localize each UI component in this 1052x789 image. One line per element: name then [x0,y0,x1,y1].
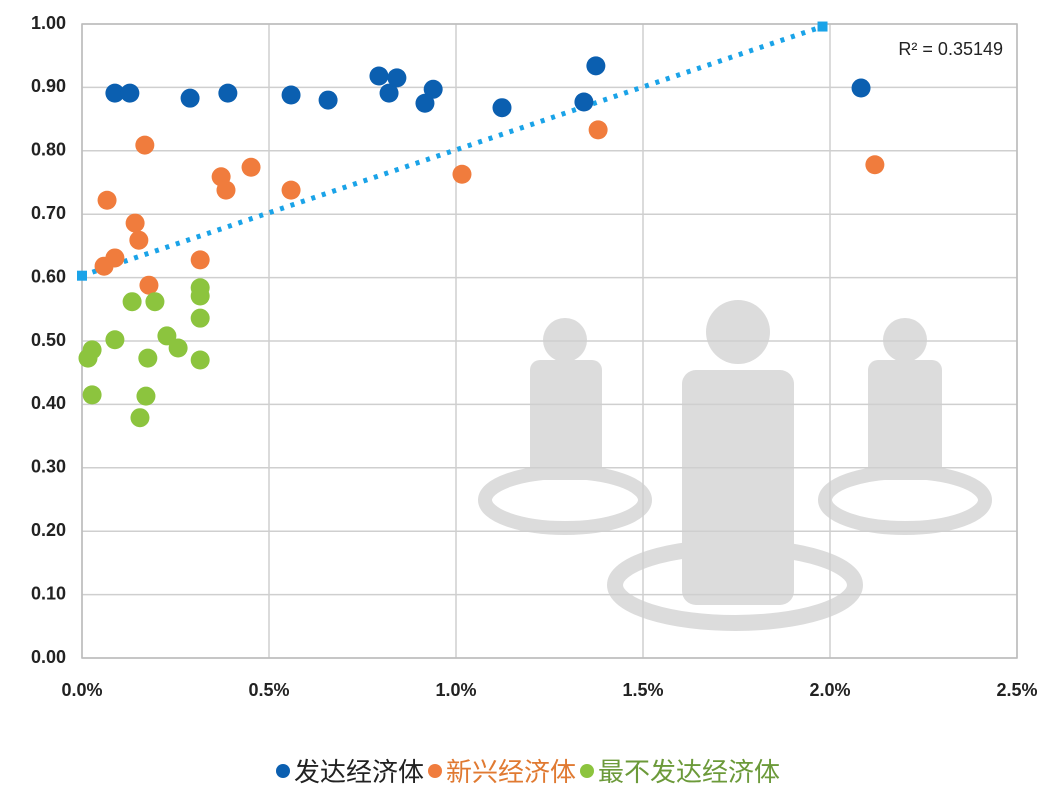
x-tick-label: 1.0% [435,680,476,700]
chart: 0.00 0.10 0.20 0.30 0.40 0.50 0.60 0.70 0.80 0.90… [31,13,1038,700]
point [379,83,399,103]
point [415,93,435,113]
x-tick-label: 0.5% [248,680,289,700]
y-tick-label: 0.40 [31,393,66,413]
point [387,68,407,88]
x-tick-label: 2.5% [996,680,1037,700]
r-squared-label: R² = 0.35149 [898,39,1003,59]
x-tick-label: 1.5% [622,680,663,700]
point [157,326,177,346]
point [281,180,301,200]
point [139,275,159,295]
point [216,180,236,200]
trendline-end [77,270,87,281]
point [281,85,301,105]
point [190,308,210,328]
y-tick-label: 0.60 [31,266,66,286]
point [105,248,125,268]
legend-label: 发达经济体 [293,758,424,787]
point [168,338,188,358]
legend: 发达经济体 新兴经济体 最不发达经济体 [0,752,1052,789]
point [97,190,117,210]
point [241,157,261,177]
point [190,250,210,270]
point [130,408,150,428]
point [125,213,145,233]
background-figures [478,300,992,631]
point [492,98,512,118]
point [180,88,200,108]
point [136,386,156,406]
plot-border [81,23,1018,659]
y-tick-label: 0.20 [31,520,66,540]
y-tick-label: 1.00 [31,13,66,33]
point [145,292,165,312]
x-tick-label: 2.0% [809,680,850,700]
legend-marker [275,763,290,778]
trendline [81,24,824,279]
point [588,120,608,140]
y-tick-label: 0.90 [31,76,66,96]
point [369,66,389,86]
point [452,164,472,184]
point [423,79,443,99]
point [851,78,871,98]
point [120,83,140,103]
point [135,135,155,155]
point [82,385,102,405]
y-tick-label: 0.70 [31,203,66,223]
point [586,56,606,76]
legend-marker [580,763,594,778]
point [318,90,338,110]
trendline-end [817,21,828,32]
x-tick-label: 0.0% [61,680,102,700]
point [82,340,102,360]
y-tick-label: 0.10 [31,583,66,603]
point [218,83,238,103]
legend-label: 最不发达经济体 [598,758,781,787]
legend-label: 新兴经济体 [445,758,576,787]
point [190,286,210,306]
point [129,230,149,250]
point [105,83,125,103]
y-tick-label: 0.50 [31,330,66,350]
point [865,155,885,175]
point [105,330,125,350]
y-tick-label: 0.00 [31,647,66,667]
point [574,92,594,112]
point [122,292,142,312]
point [190,350,210,370]
point [138,348,158,368]
y-tick-label: 0.80 [31,140,66,160]
y-tick-label: 0.30 [31,457,66,477]
legend-marker [427,763,442,778]
